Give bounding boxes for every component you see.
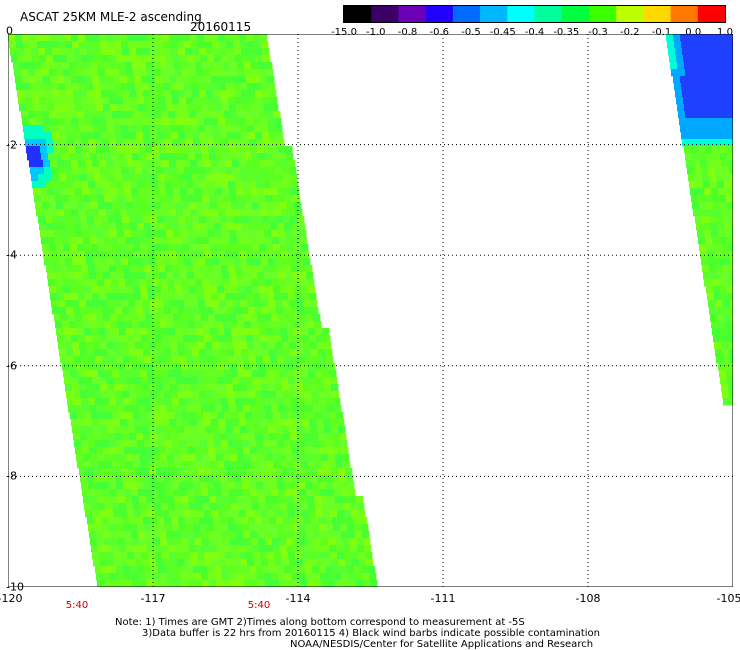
colorbar [343, 5, 726, 23]
swath-data [8, 34, 733, 587]
y-tick-label: -4 [6, 248, 17, 262]
y-tick-label: -6 [6, 359, 17, 373]
colorbar-tick-label: -1.0 [365, 27, 386, 38]
colorbar-tick-label: -0.2 [619, 27, 640, 38]
x-tick-label: -114 [285, 592, 311, 605]
note-line-2: 3)Data buffer is 22 hrs from 20160115 4)… [142, 628, 600, 639]
colorbar-tick-label: -0.4 [524, 27, 545, 38]
colorbar-swatch [344, 6, 372, 22]
colorbar-swatch [670, 6, 699, 22]
note-line-3: NOAA/NESDIS/Center for Satellite Applica… [290, 639, 594, 650]
y-tick-label: -8 [6, 469, 17, 483]
grid-lines [8, 34, 733, 587]
y-tick-label: -10 [6, 580, 24, 594]
x-tick-label: -117 [140, 592, 166, 605]
colorbar-swatch [480, 6, 508, 22]
colorbar-tick-label: -0.8 [397, 27, 418, 38]
map-plot [8, 34, 733, 587]
map-title: ASCAT 25KM MLE-2 ascending [20, 10, 202, 24]
x-tick-label: -120 [0, 592, 23, 605]
colorbar-swatch [534, 6, 563, 22]
time-label-right: 5:40 [247, 600, 271, 611]
colorbar-swatch [452, 6, 481, 22]
time-label-left: 5:40 [65, 600, 89, 611]
colorbar-tick-label: -0.35 [553, 27, 580, 38]
colorbar-swatch [643, 6, 672, 22]
colorbar-tick-label: -0.6 [429, 27, 450, 38]
colorbar-tick-label: -0.3 [588, 27, 608, 38]
x-tick-label: -108 [575, 592, 601, 605]
colorbar-swatch [561, 6, 590, 22]
colorbar-tick-label: 0.0 [685, 27, 702, 38]
note-line-1: Note: 1) Times are GMT 2)Times along bot… [115, 617, 525, 628]
map-date: 20160115 [190, 20, 252, 34]
colorbar-swatch [398, 6, 427, 22]
colorbar-swatch [588, 6, 617, 22]
colorbar-swatch [616, 6, 644, 22]
x-tick-label: -111 [430, 592, 456, 605]
colorbar-swatch [425, 6, 454, 22]
y-tick-label: -2 [6, 138, 17, 152]
colorbar-tick-label: -15.0 [331, 27, 357, 38]
colorbar-tick-label: -0.45 [489, 27, 516, 38]
colorbar-swatch [697, 6, 725, 22]
colorbar-tick-label: 1.0 [717, 27, 733, 38]
colorbar-tick-label: -0.1 [651, 27, 672, 38]
colorbar-tick-label: -0.5 [461, 27, 481, 38]
y-tick-label: 0 [6, 24, 13, 38]
colorbar-swatch [371, 6, 400, 22]
colorbar-swatch [507, 6, 536, 22]
x-tick-label: -105 [716, 592, 740, 605]
